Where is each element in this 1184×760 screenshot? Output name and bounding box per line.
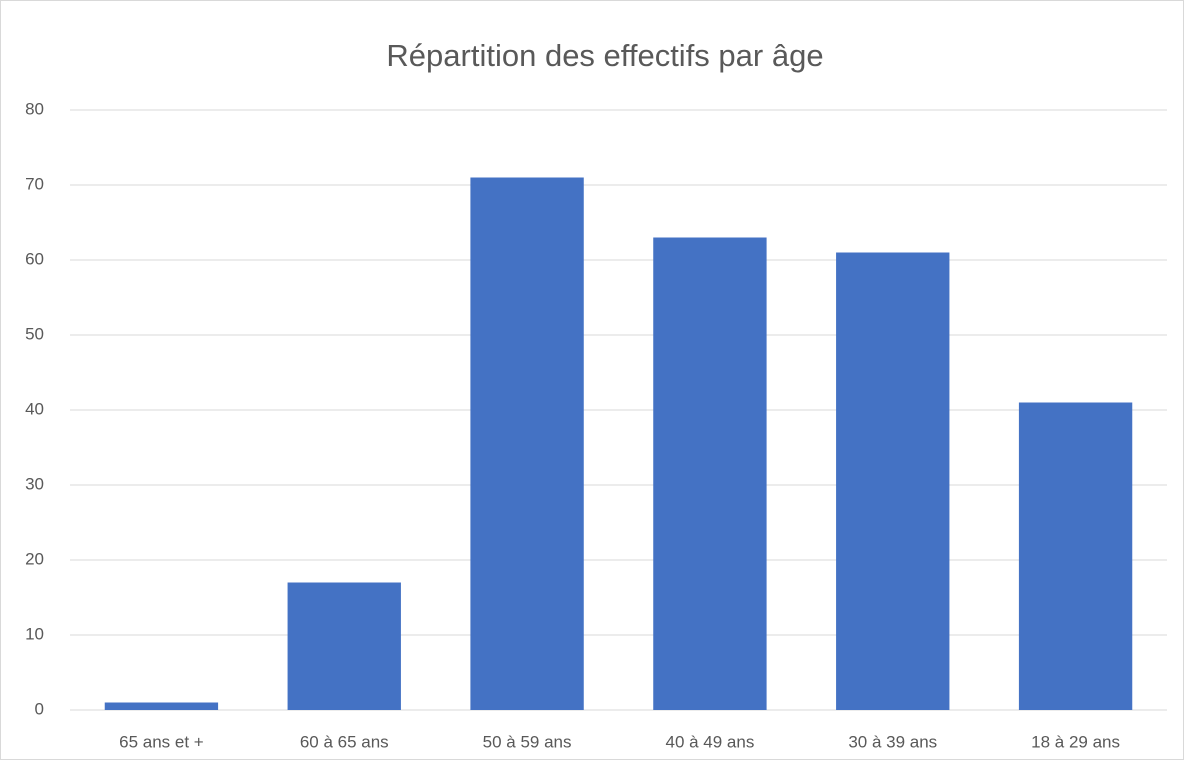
bar [1018,402,1133,710]
y-tick-label: 0 [35,699,44,718]
y-tick-label: 40 [25,399,44,418]
x-tick-label: 65 ans et + [119,732,204,751]
y-tick-label: 80 [25,99,44,118]
bar [470,177,584,710]
y-tick-label: 30 [25,474,44,493]
x-tick-label: 18 à 29 ans [1031,732,1120,751]
x-tick-label: 60 à 65 ans [300,732,389,751]
bar [836,252,950,710]
y-tick-label: 10 [25,624,44,643]
x-tick-label: 30 à 39 ans [848,732,937,751]
chart-title: Répartition des effectifs par âge [386,38,823,73]
y-tick-label: 60 [25,249,44,268]
y-tick-label: 70 [25,174,44,193]
bar [653,237,767,710]
y-tick-label: 50 [25,324,44,343]
x-tick-label: 50 à 59 ans [483,732,572,751]
x-tick-label: 40 à 49 ans [665,732,754,751]
y-tick-label: 20 [25,549,44,568]
bar [104,702,219,710]
bar [287,582,401,710]
